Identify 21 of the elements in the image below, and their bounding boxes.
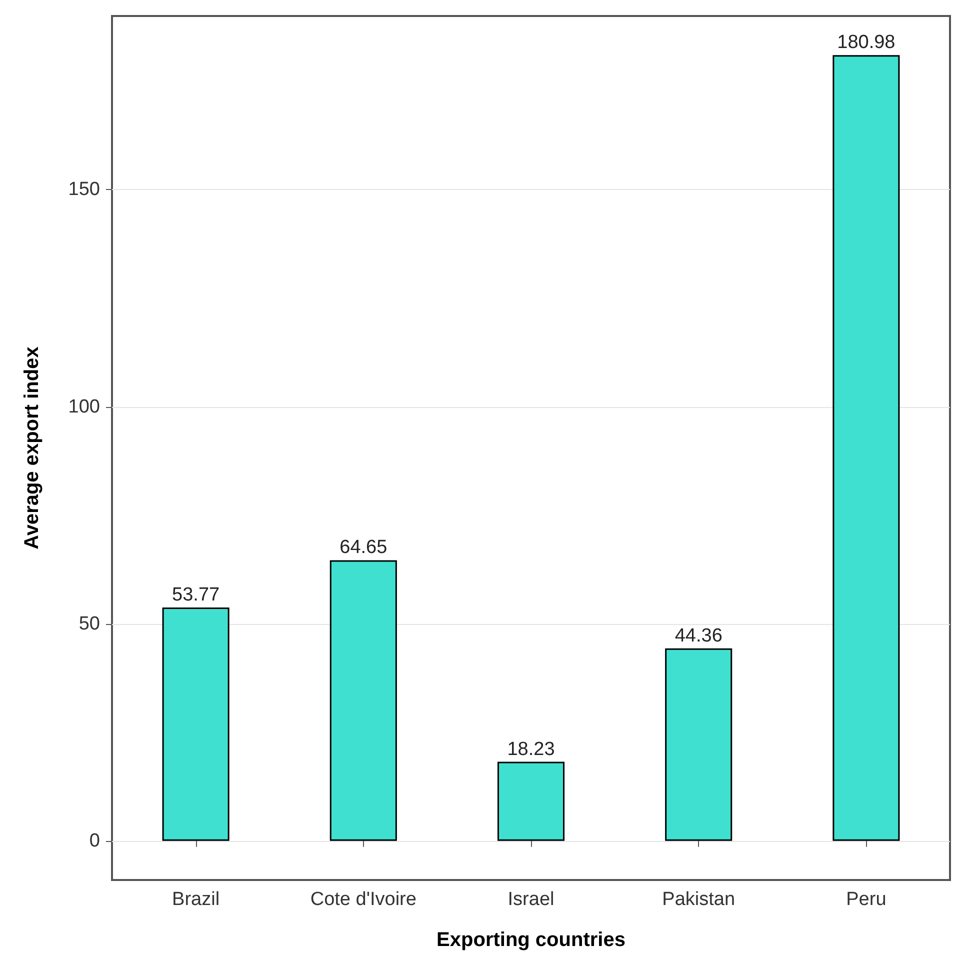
data-label: 44.36 bbox=[674, 625, 722, 646]
data-label: 18.23 bbox=[507, 738, 555, 760]
data-label: 53.77 bbox=[172, 584, 220, 606]
x-axis-title: Exporting countries bbox=[436, 929, 626, 951]
x-tick-label: Israel bbox=[508, 889, 554, 910]
x-tick-label: Pakistan bbox=[662, 889, 736, 910]
data-label: 64.65 bbox=[340, 537, 388, 558]
y-tick-label: 100 bbox=[68, 396, 100, 418]
bar bbox=[330, 560, 397, 841]
bar bbox=[497, 762, 565, 841]
bar bbox=[665, 648, 732, 841]
y-tick-label: 150 bbox=[68, 179, 100, 200]
y-tick-label: 0 bbox=[89, 830, 100, 852]
x-tick-label: Cote d'Ivoire bbox=[310, 889, 416, 910]
bar bbox=[832, 55, 900, 841]
y-tick-label: 50 bbox=[78, 613, 100, 634]
data-label: 180.98 bbox=[837, 32, 896, 54]
x-tick-label: Peru bbox=[846, 889, 886, 910]
y-axis-title: Average export index bbox=[21, 346, 43, 550]
bar bbox=[162, 607, 230, 841]
x-tick-label: Brazil bbox=[172, 889, 220, 910]
